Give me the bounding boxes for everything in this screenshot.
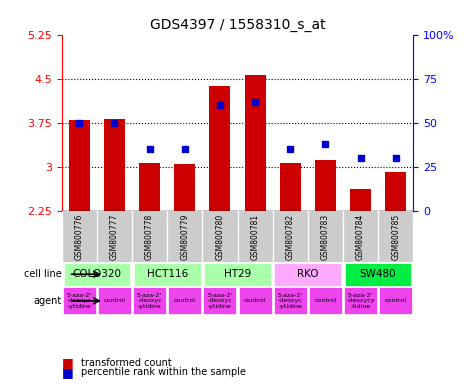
Text: GSM800782: GSM800782	[286, 214, 294, 260]
Text: 5-aza-2'
-deoxyc
-ytidine: 5-aza-2' -deoxyc -ytidine	[66, 293, 92, 309]
FancyBboxPatch shape	[204, 263, 271, 286]
Bar	[280, 163, 301, 211]
Text: GSM800777: GSM800777	[110, 214, 119, 260]
FancyBboxPatch shape	[309, 287, 342, 314]
Bar	[104, 119, 125, 211]
FancyBboxPatch shape	[134, 263, 200, 286]
Bar	[174, 164, 195, 211]
Text: 5-aza-2'
-deoxyc
-ytidine: 5-aza-2' -deoxyc -ytidine	[137, 293, 162, 309]
Text: GSM800781: GSM800781	[251, 214, 259, 260]
Text: 5-aza-2'
-deoxyc
-ytidine: 5-aza-2' -deoxyc -ytidine	[207, 293, 233, 309]
Text: GSM800780: GSM800780	[216, 214, 224, 260]
Text: GSM800779: GSM800779	[180, 214, 189, 260]
FancyBboxPatch shape	[238, 287, 272, 314]
FancyBboxPatch shape	[344, 287, 377, 314]
FancyBboxPatch shape	[168, 287, 201, 314]
Text: GSM800784: GSM800784	[356, 214, 365, 260]
Text: 5-aza-2'
-deoxyc
-ytidine: 5-aza-2' -deoxyc -ytidine	[277, 293, 303, 309]
Text: COLO320: COLO320	[72, 269, 122, 279]
Text: control: control	[244, 298, 266, 303]
Bar	[315, 160, 336, 211]
Text: GSM800785: GSM800785	[391, 214, 400, 260]
Bar	[209, 86, 230, 211]
Text: SW480: SW480	[360, 269, 397, 279]
Text: control: control	[314, 298, 336, 303]
FancyBboxPatch shape	[379, 287, 412, 314]
Text: GSM800783: GSM800783	[321, 214, 330, 260]
Text: GSM800778: GSM800778	[145, 214, 154, 260]
FancyBboxPatch shape	[345, 263, 411, 286]
Text: transformed count: transformed count	[81, 358, 171, 368]
FancyBboxPatch shape	[98, 287, 131, 314]
Text: GSM800776: GSM800776	[75, 214, 84, 260]
FancyBboxPatch shape	[133, 287, 166, 314]
FancyBboxPatch shape	[275, 263, 341, 286]
FancyBboxPatch shape	[274, 287, 307, 314]
FancyBboxPatch shape	[64, 263, 130, 286]
Text: 5-aza-2'
-deoxycy
-tidine: 5-aza-2' -deoxycy -tidine	[346, 293, 375, 309]
Text: control: control	[385, 298, 407, 303]
Bar	[245, 74, 266, 211]
FancyBboxPatch shape	[63, 287, 96, 314]
Text: agent: agent	[34, 296, 62, 306]
Bar	[385, 172, 406, 211]
Text: HCT116: HCT116	[147, 269, 188, 279]
Text: ■: ■	[62, 356, 74, 369]
FancyBboxPatch shape	[203, 287, 237, 314]
Bar	[139, 164, 160, 211]
Text: ■: ■	[62, 366, 74, 379]
Text: control: control	[174, 298, 196, 303]
Text: RKO: RKO	[297, 269, 319, 279]
Title: GDS4397 / 1558310_s_at: GDS4397 / 1558310_s_at	[150, 18, 325, 32]
Text: control: control	[104, 298, 125, 303]
Bar	[69, 120, 90, 211]
Text: cell line: cell line	[24, 269, 62, 279]
Text: HT29: HT29	[224, 269, 251, 279]
Text: percentile rank within the sample: percentile rank within the sample	[81, 367, 246, 377]
Bar	[350, 189, 371, 211]
